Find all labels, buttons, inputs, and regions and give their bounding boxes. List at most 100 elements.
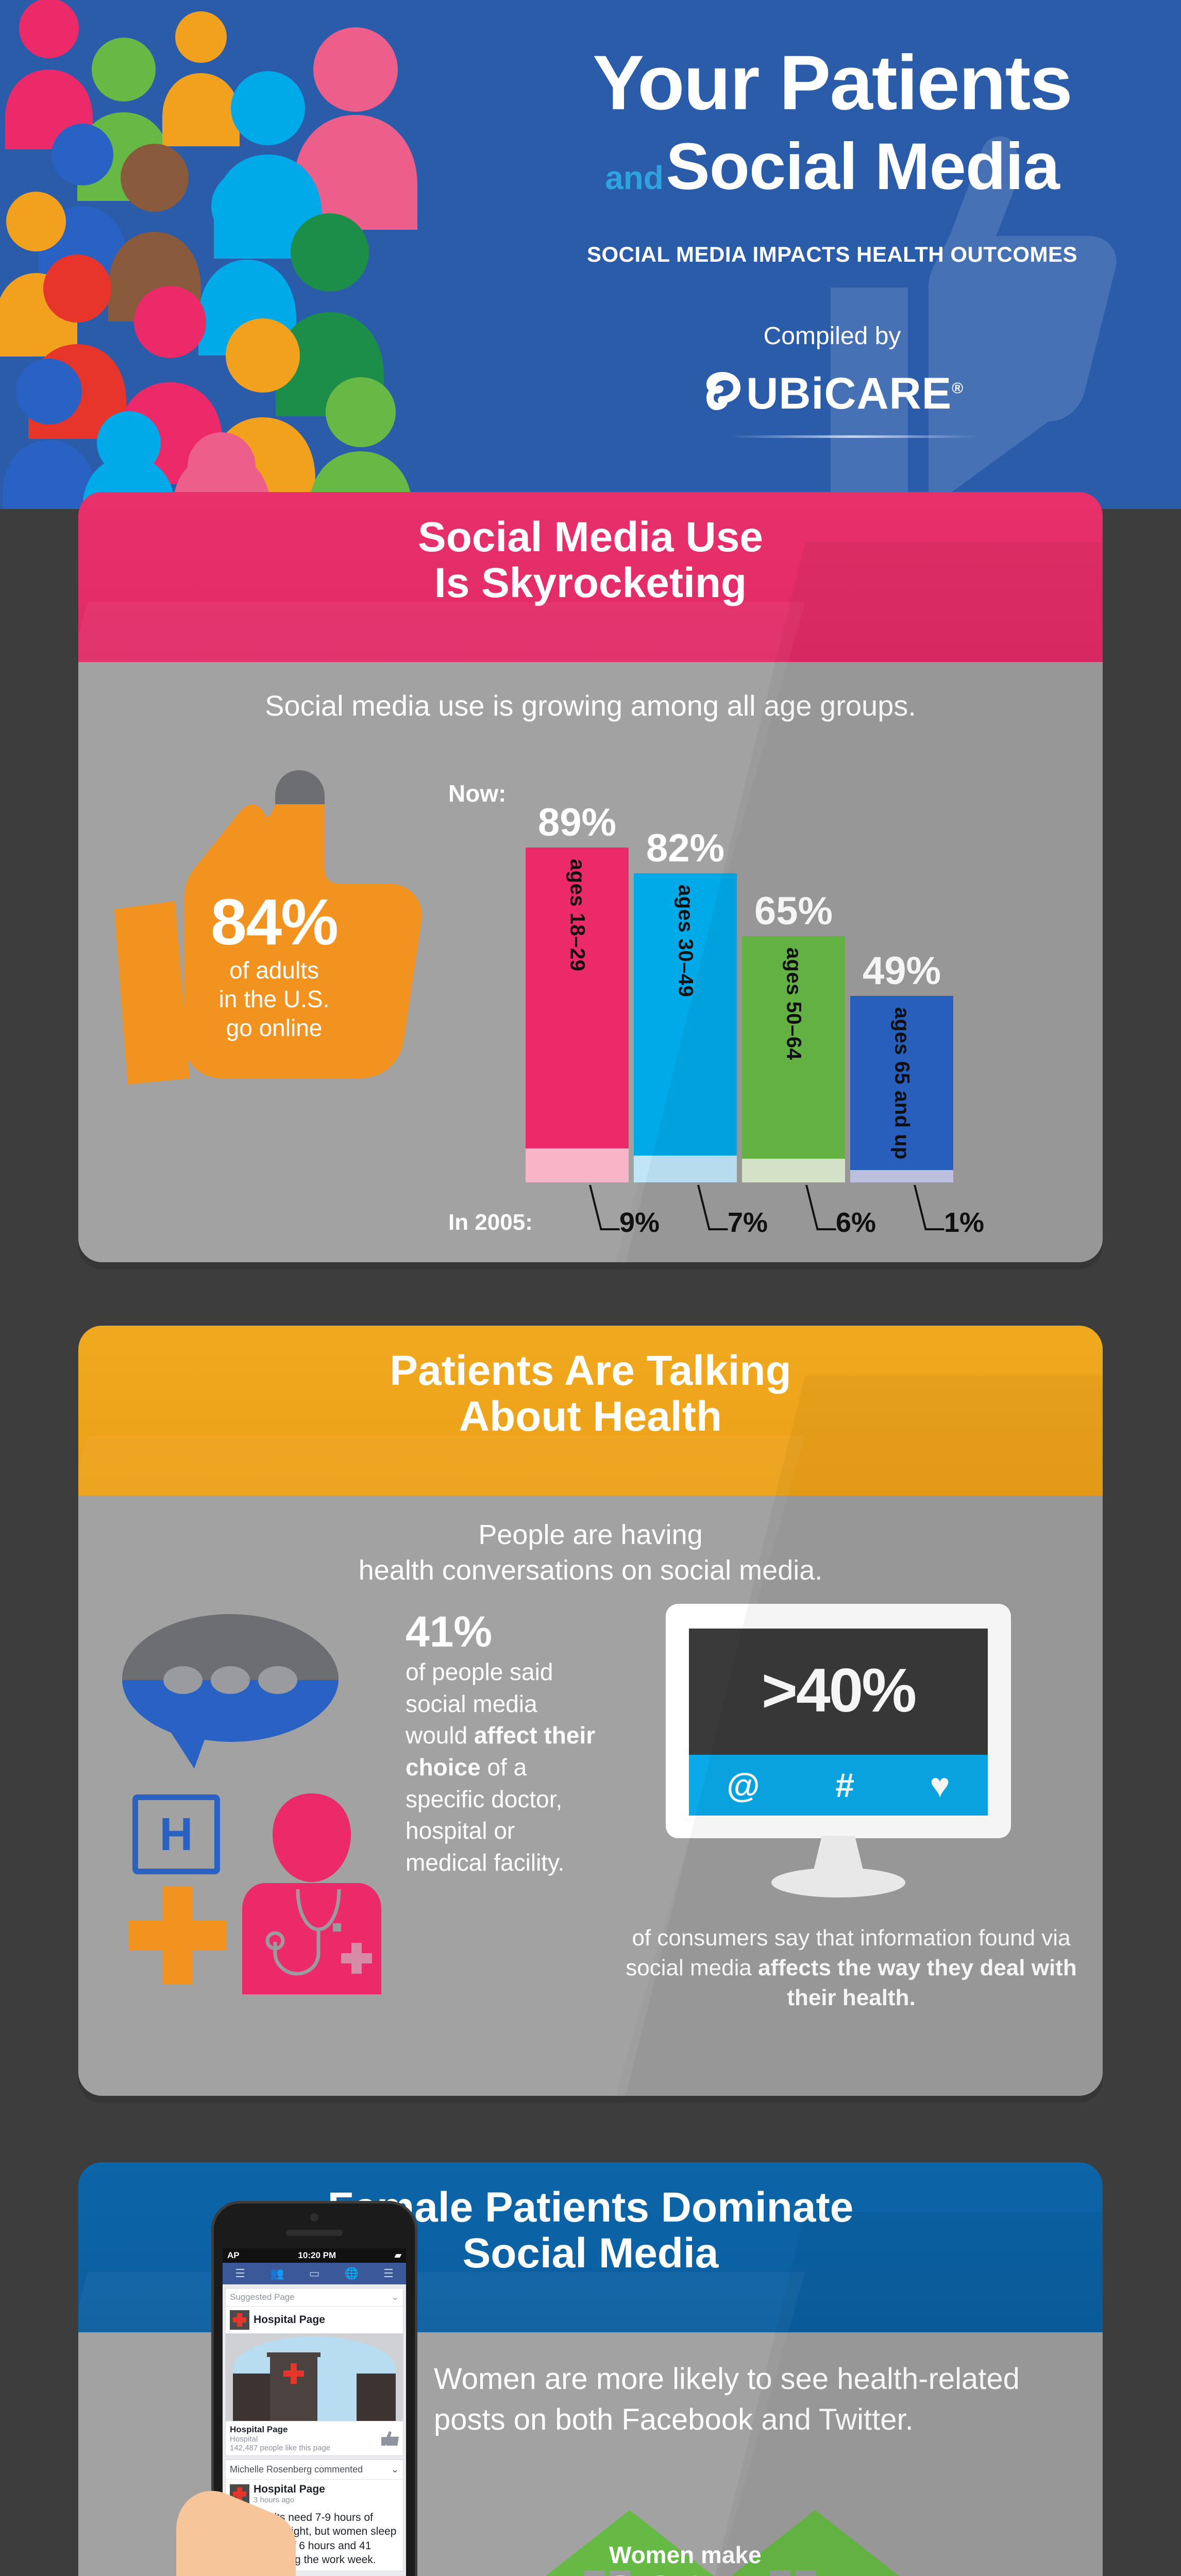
bar-category-0: ages 18–29	[566, 859, 589, 972]
suggested-page-card[interactable]: Suggested Page ⌄ Hospital Page	[225, 2288, 403, 2456]
page-meta-likes: 142,487 people like this page	[230, 2444, 331, 2452]
crowd-illustration	[0, 0, 515, 509]
thumb-caption-line3: go online	[226, 1014, 323, 1042]
section2-body: People are having health conversations o…	[78, 1496, 1103, 2096]
chart-now-label: Now:	[448, 780, 507, 807]
phone-camera-icon	[310, 2213, 318, 2222]
bar-value-3: 49%	[862, 949, 941, 993]
monitor-screen-bottom: @ # ♥	[689, 1755, 988, 1816]
old-value-3: 1%	[944, 1207, 985, 1238]
brand-logo: UBiCARE®	[526, 368, 1139, 419]
computer-monitor-icon: >40% @ # ♥	[666, 1604, 1037, 1897]
friends-icon[interactable]: 👥	[269, 2267, 284, 2280]
phone-battery-icon: ▰	[394, 2250, 401, 2260]
post-timestamp: 3 hours ago	[254, 2496, 295, 2504]
section2-lead-line1: People are having	[478, 1519, 703, 1550]
title-and-word: and	[605, 159, 664, 196]
page-meta-name: Hospital Page	[230, 2425, 288, 2434]
hospital-left-wing	[233, 2374, 272, 2421]
old-value-2: 6%	[836, 1207, 876, 1238]
bar-value-2: 65%	[754, 889, 833, 933]
page-title-row: Hospital Page	[226, 2307, 403, 2333]
leader-line-2	[805, 1185, 836, 1230]
bar-category-2: ages 50–64	[782, 947, 805, 1060]
hospital-cross-icon	[230, 2310, 249, 2330]
hospital-photo	[226, 2333, 403, 2421]
thumb-caption-line1: of adults	[229, 957, 319, 984]
section2-stat-emphasis: affect their choice	[406, 1722, 596, 1781]
section3-lead-text: Women are more likely to see health-rela…	[434, 2362, 1020, 2436]
old-value-0: 9%	[619, 1207, 660, 1238]
profile-list-icon[interactable]: ☰	[383, 2267, 394, 2280]
commented-by-row: Michelle Rosenberg commented ⌄	[226, 2460, 403, 2480]
section2-header: Patients Are Talking About Health	[78, 1326, 1103, 1496]
page-meta-row: Hospital Page Hospital 142,487 people li…	[226, 2421, 403, 2455]
bar-value-1: 82%	[646, 826, 725, 870]
section1-lead-text: Social media use is growing among all ag…	[265, 689, 916, 722]
thumb-caption-line2: in the U.S.	[218, 986, 330, 1013]
heart-icon: ♥	[930, 1766, 950, 1804]
section-female-patients: Female Patients Dominate Social Media Wo…	[78, 2162, 1103, 2576]
page-title-text: Hospital Page	[254, 2314, 325, 2326]
logo-underline-divider	[730, 435, 977, 438]
old-value-1: 7%	[728, 1207, 768, 1238]
monitor-caption: of consumers say that information found …	[626, 1925, 1077, 2011]
bar-ages-30-49: 82% ages 30–49	[634, 826, 737, 1182]
phone-carrier: AP	[227, 2250, 240, 2260]
section3-body: Women are more likely to see health-rela…	[78, 2201, 1103, 2576]
section2-lead-line2: health conversations on social media.	[358, 1555, 823, 1586]
section2-stat-text: of people said social media would affect…	[406, 1658, 596, 1876]
phone-speaker-icon	[286, 2230, 343, 2236]
hospital-right-wing	[357, 2374, 396, 2421]
facebook-nav-bar[interactable]: ☰ 👥 ▭ 🌐 ☰	[223, 2263, 406, 2284]
thumbs-up-caption: of adults in the U.S. go online	[109, 956, 439, 1042]
phone-in-hands-illustration: AP 10:20 PM ▰ ☰ 👥 ▭ 🌐 ☰ Suggested Page	[156, 2201, 475, 2576]
suggested-page-label: Suggested Page	[230, 2292, 295, 2302]
registered-mark: ®	[952, 380, 964, 397]
globe-notifications-icon[interactable]: 🌐	[344, 2267, 359, 2280]
section2-heading-line1: Patients Are Talking	[390, 1347, 791, 1394]
leader-line-0	[589, 1185, 620, 1230]
page-title: Your Patients	[593, 39, 1073, 126]
messages-icon[interactable]: ▭	[309, 2267, 320, 2280]
header-tagline: SOCIAL MEDIA IMPACTS HEALTH OUTCOMES	[586, 242, 1078, 266]
header-banner: Your Patients and Social Media SOCIAL ME…	[0, 0, 1181, 509]
post-chevron-down-icon[interactable]: ⌄	[391, 2464, 399, 2475]
section2-stat-value: 41%	[406, 1607, 493, 1656]
post-author-name: Hospital Page	[254, 2483, 325, 2495]
hospital-cross-horizontal	[283, 2370, 304, 2377]
section-social-media-use: Social Media Use Is Skyrocketing Social …	[78, 492, 1103, 1262]
speech-bubble-icon	[122, 1614, 339, 1769]
hashtag-icon: #	[835, 1766, 854, 1804]
commented-by-text: Michelle Rosenberg commented	[230, 2464, 363, 2475]
monitor-stand-base	[771, 1868, 905, 1897]
section1-heading-line2: Is Skyrocketing	[434, 559, 747, 606]
section1-heading-line1: Social Media Use	[418, 514, 763, 561]
page-meta-category: Hospital	[230, 2435, 258, 2444]
thumbs-up-icon	[114, 770, 422, 1084]
section2-heading-line2: About Health	[459, 1393, 722, 1440]
section1-body: Social media use is growing among all ag…	[78, 662, 1103, 1262]
phone-status-bar: AP 10:20 PM ▰	[223, 2248, 406, 2263]
ghost-thumbs-up-watermark	[800, 117, 1160, 509]
phone-time: 10:20 PM	[298, 2250, 336, 2260]
section2-stat-block: 41% of people said social media would af…	[406, 1610, 601, 1878]
chevron-down-icon[interactable]: ⌄	[391, 2292, 399, 2302]
hands-illustration	[176, 2490, 296, 2576]
ubicare-swirl-icon	[701, 369, 744, 413]
monitor-case: >40% @ # ♥	[666, 1604, 1011, 1838]
bar-category-1: ages 30–49	[674, 885, 697, 997]
household-decisions-text: of the healthcare decisions for the hous…	[758, 2573, 1047, 2576]
section1-header: Social Media Use Is Skyrocketing	[78, 492, 1103, 662]
bar-value-0: 89%	[537, 801, 617, 844]
age-group-bar-chart: Now: 89% ages 18–29 82% ages 30–49 65% a…	[448, 729, 984, 1182]
thumbs-up-stat: 84% of adults in the U.S. go online	[109, 755, 439, 1095]
bar-ages-65-up: 49% ages 65 and up	[850, 949, 953, 1182]
in-2005-label: In 2005:	[448, 1210, 533, 1235]
at-sign-icon: @	[727, 1766, 760, 1804]
hamburger-menu-icon[interactable]: ☰	[235, 2267, 245, 2280]
bar-category-3: ages 65 and up	[890, 1007, 914, 1160]
crowd-people-svg	[0, 0, 417, 509]
houses-illustration	[521, 2492, 944, 2576]
leader-line-3	[914, 1185, 944, 1230]
